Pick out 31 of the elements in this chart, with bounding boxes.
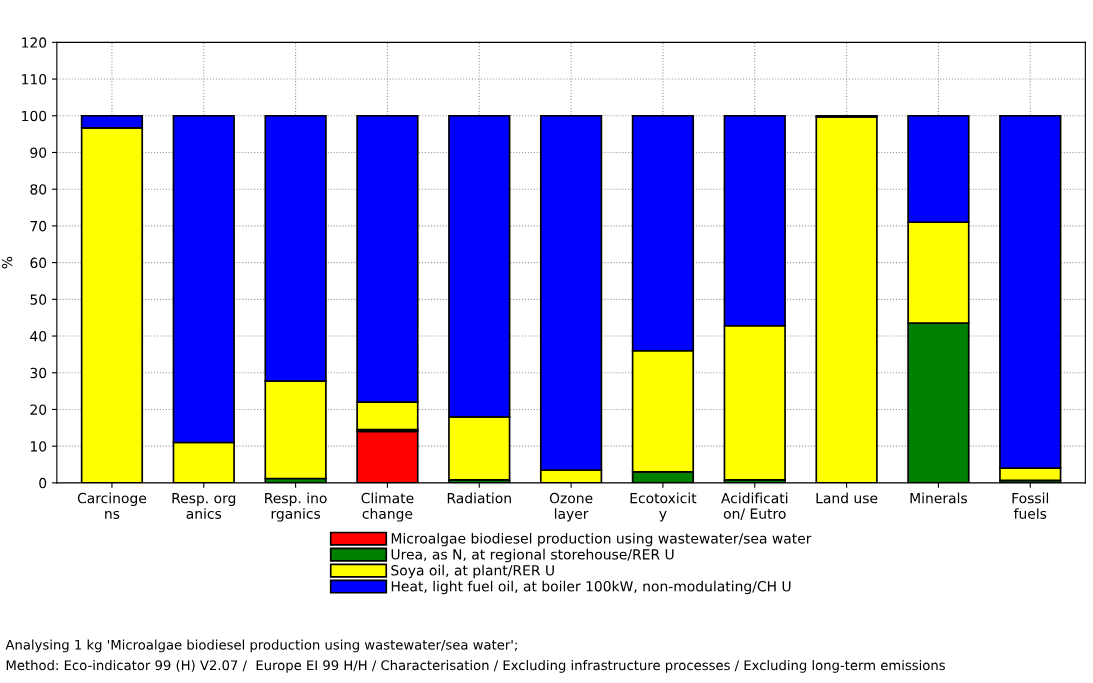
text: Analysing 1 kg 'Microalgae biodiesel production using wastewater/sea water'; [5,639,517,653]
x-tick-label: Fossil fuels [1012,492,1049,519]
y-tick-label: 40 [30,331,47,342]
legend-label: Urea, as N, at regional storehouse/RER U [391,548,674,563]
y-tick-label: 50 [30,294,47,305]
x-tick-label: Resp. ino rganics [265,492,327,522]
y-tick-label: 90 [30,147,47,158]
y-tick-label: 60 [30,257,47,269]
x-tick-label: Acidificati on/ Eutro [721,492,788,520]
y-axis-title: % [1,256,13,269]
x-tick-label: Land use [816,492,878,504]
y-tick-label: 0 [39,477,47,489]
y-tick-label: 120 [22,37,47,48]
legend-label: Microalgae biodiesel production using wastewater/sea water [391,532,812,547]
x-tick-label: Resp. org anics [172,493,236,519]
y-tick-label: 10 [30,441,47,452]
y-tick-label: 70 [30,220,47,232]
x-tick-label: Ecotoxicit y [630,492,697,522]
y-tick-label: 80 [30,184,47,195]
x-tick-label: Climate change [361,492,414,522]
x-tick-label: Minerals [910,492,967,504]
legend-label: Soya oil, at plant/RER U [391,564,554,579]
x-tick-label: Radiation [447,492,511,504]
x-tick-label: Carcinoge ns [77,492,147,519]
y-tick-label: 100 [22,110,47,122]
y-tick-label: 110 [22,74,47,85]
y-tick-label: 30 [30,367,47,379]
x-tick-label: Ozone layer [549,492,593,522]
legend-label: Heat, light fuel oil, at boiler 100kW, non-modulating/CH U [391,580,791,595]
y-tick-label: 20 [30,404,47,415]
text: Method: Eco-indicator 99 (H) V2.07 / Europe EI 99 H/H / Characterisation / Excluding infrastructure processes / Excluding long-term emissions [6,659,945,673]
